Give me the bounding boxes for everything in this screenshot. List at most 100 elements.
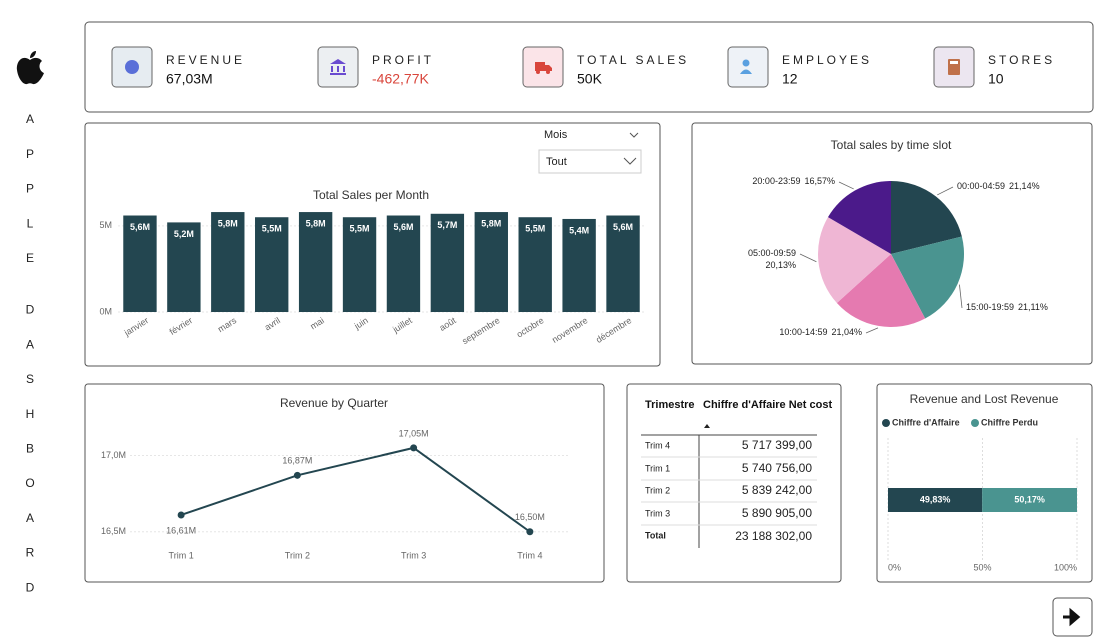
x-tick-label: 100% [1054,562,1077,572]
bar [606,215,640,312]
x-tick-label: Trim 2 [285,550,310,560]
chevron [629,132,639,138]
y-tick-label: 17,0M [101,450,126,460]
leader-line [799,253,817,263]
kpi-glyph [125,60,139,74]
user-icon [742,59,750,67]
kpi-glyph [948,59,960,75]
table-header: Chiffre d'Affaire Net cost [703,399,832,411]
value-label: 5,8M [481,218,501,228]
slice-label: 20:00-23:59 16,57% [752,176,835,186]
leader-line [959,284,963,309]
bar [342,217,377,312]
kpi-glyph [330,59,346,75]
bar [167,222,201,312]
bar-segment [982,488,1077,512]
slice-label: 05:00-09:59 20,13% [748,248,796,270]
table-cell: Trim 2 [645,485,670,495]
bar [474,212,508,312]
sidebar-letter: P [26,147,34,161]
table-cell: 5 740 756,00 [742,461,812,475]
sidebar-letter: H [26,407,35,421]
point [177,511,185,519]
kpi-icon [727,46,769,88]
bar [123,215,157,312]
slice-value: 21,14% [1009,181,1040,191]
slice-value: 21,11% [1018,302,1048,312]
value-label: 16,50M [515,512,545,522]
value-label: 5,5M [350,224,370,234]
bar [518,217,552,312]
chart-title: Total Sales per Month [313,188,429,202]
legend-marker [971,419,979,427]
bar [211,212,245,312]
sidebar-letter: A [26,112,34,126]
dropdown[interactable] [538,149,642,174]
value-label: 17,05M [399,428,429,438]
wheel [546,70,550,74]
line [180,446,531,533]
pie-slice [836,254,926,327]
table-cell: 5 839 242,00 [742,483,812,497]
table-cell: 5 717 399,00 [742,438,812,452]
table-header: Trimestre [645,399,695,411]
value-label: 5,6M [393,222,413,232]
slice-category: 15:00-19:59 [966,302,1014,312]
bar [255,217,289,312]
chart-title: Total sales by time slot [831,138,952,152]
sidebar-letter: R [26,546,35,560]
kpi-label: EMPLOYES [782,53,872,67]
dropdown-value[interactable]: Tout [546,156,567,168]
table-total: 23 188 302,00 [735,529,812,543]
sidebar-letter: D [26,303,35,317]
point [293,471,301,479]
line-panel [84,383,605,583]
bar-segment [888,488,983,512]
kpi-value: 67,03M [166,71,213,87]
kpi-label: TOTAL SALES [577,53,689,67]
chart-title: Revenue by Quarter [280,396,388,410]
sidebar-letter: A [26,337,34,351]
chart-title: Revenue and Lost Revenue [910,392,1059,406]
table-total: Total [645,530,666,540]
sidebar-letter: O [25,476,34,490]
pie-slice [891,236,964,319]
value-label: 5,4M [569,225,589,235]
value-label: 5,7M [437,220,457,230]
y-tick-label: 16,5M [101,526,126,536]
truck-icon [535,62,552,71]
pie-slice [818,217,891,303]
kpi-panel [84,21,1094,113]
sidebar-letter: D [26,580,35,594]
kpi-value: 12 [782,71,798,87]
kpi-value: -462,77K [372,71,429,87]
slice-label: 00:00-04:59 21,14% [957,181,1040,191]
legend-marker [882,419,890,427]
legend-label: Chiffre Perdu [981,417,1038,427]
y-tick-label: 0M [99,306,112,316]
leader-line [838,181,854,190]
value-label: 5,5M [525,224,545,234]
sidebar-letter: E [26,251,34,265]
slice-category: 00:00-04:59 [957,181,1005,191]
pie-slice [827,181,891,254]
slice-category: 05:00-09:59 [748,248,796,258]
kpi-label: PROFIT [372,53,434,67]
bar [386,215,421,312]
bar [298,212,333,312]
bank-icon [330,59,346,75]
value-label: 5,6M [613,222,633,232]
slice-value: 21,04% [831,327,862,337]
value-label: 50,17% [1014,494,1045,504]
chevron [623,157,637,165]
arrow-icon[interactable] [1063,607,1081,627]
value-label: 5,8M [218,218,238,228]
slice-label: 15:00-19:59 21,11% [966,302,1048,312]
leader-line [865,327,879,334]
kpi-label: REVENUE [166,53,245,67]
sort-icon[interactable] [704,424,710,428]
value-label: 49,83% [920,494,951,504]
wheel [536,70,540,74]
sidebar-letter: L [27,216,34,230]
table-cell: Trim 3 [645,508,670,518]
